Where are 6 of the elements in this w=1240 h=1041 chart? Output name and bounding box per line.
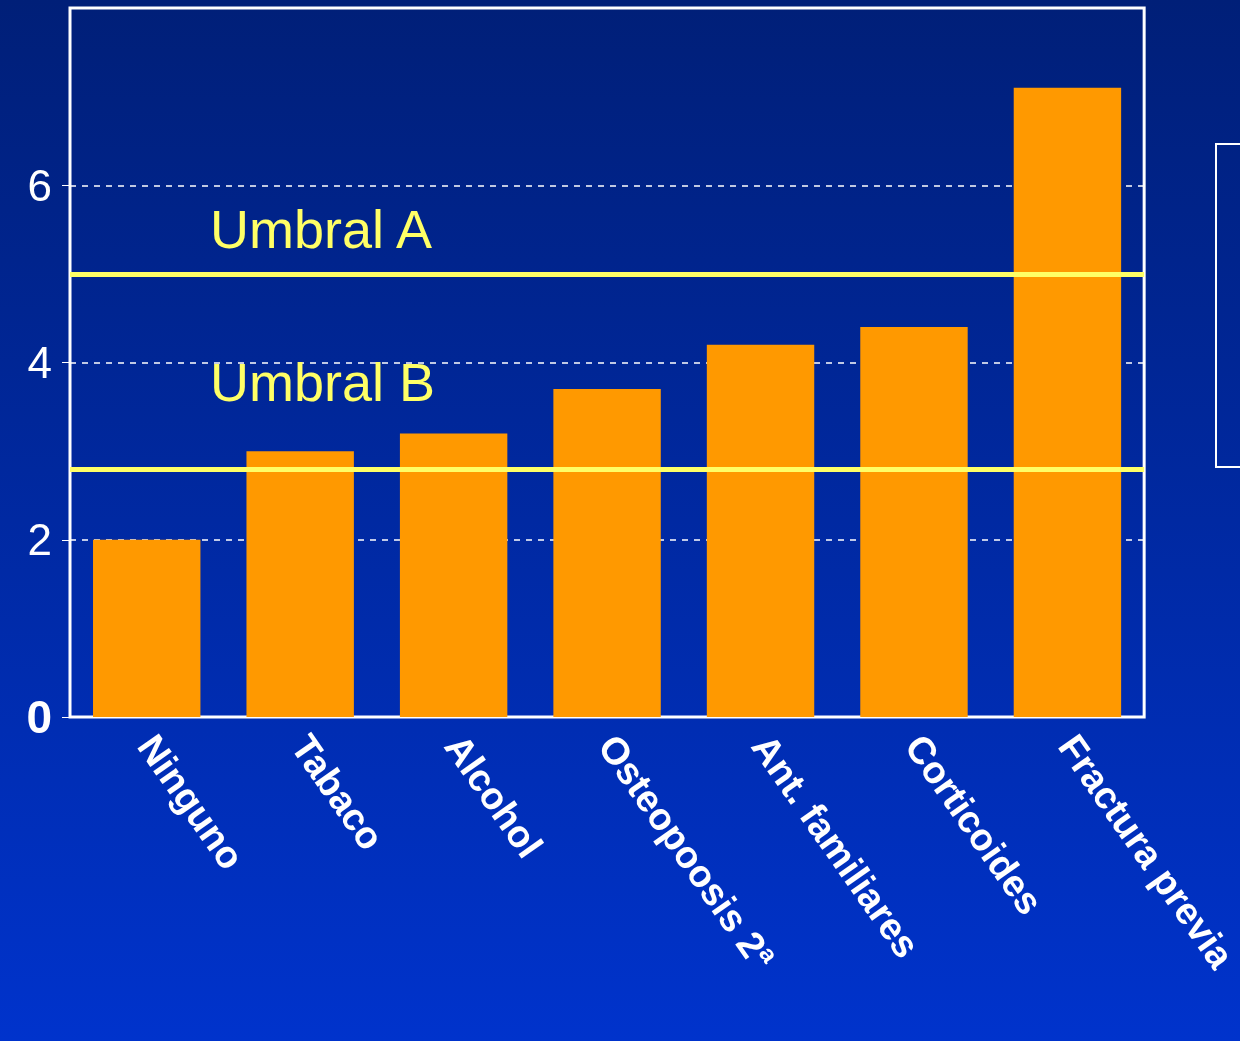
y-tick-label: 0 xyxy=(26,691,52,743)
y-tick-label: 4 xyxy=(27,338,52,387)
y-tick-label: 2 xyxy=(27,515,52,565)
ref-line-label: Umbral B xyxy=(210,351,436,412)
ref-line-label: Umbral A xyxy=(210,198,433,259)
y-tick-label: 6 xyxy=(27,160,52,210)
